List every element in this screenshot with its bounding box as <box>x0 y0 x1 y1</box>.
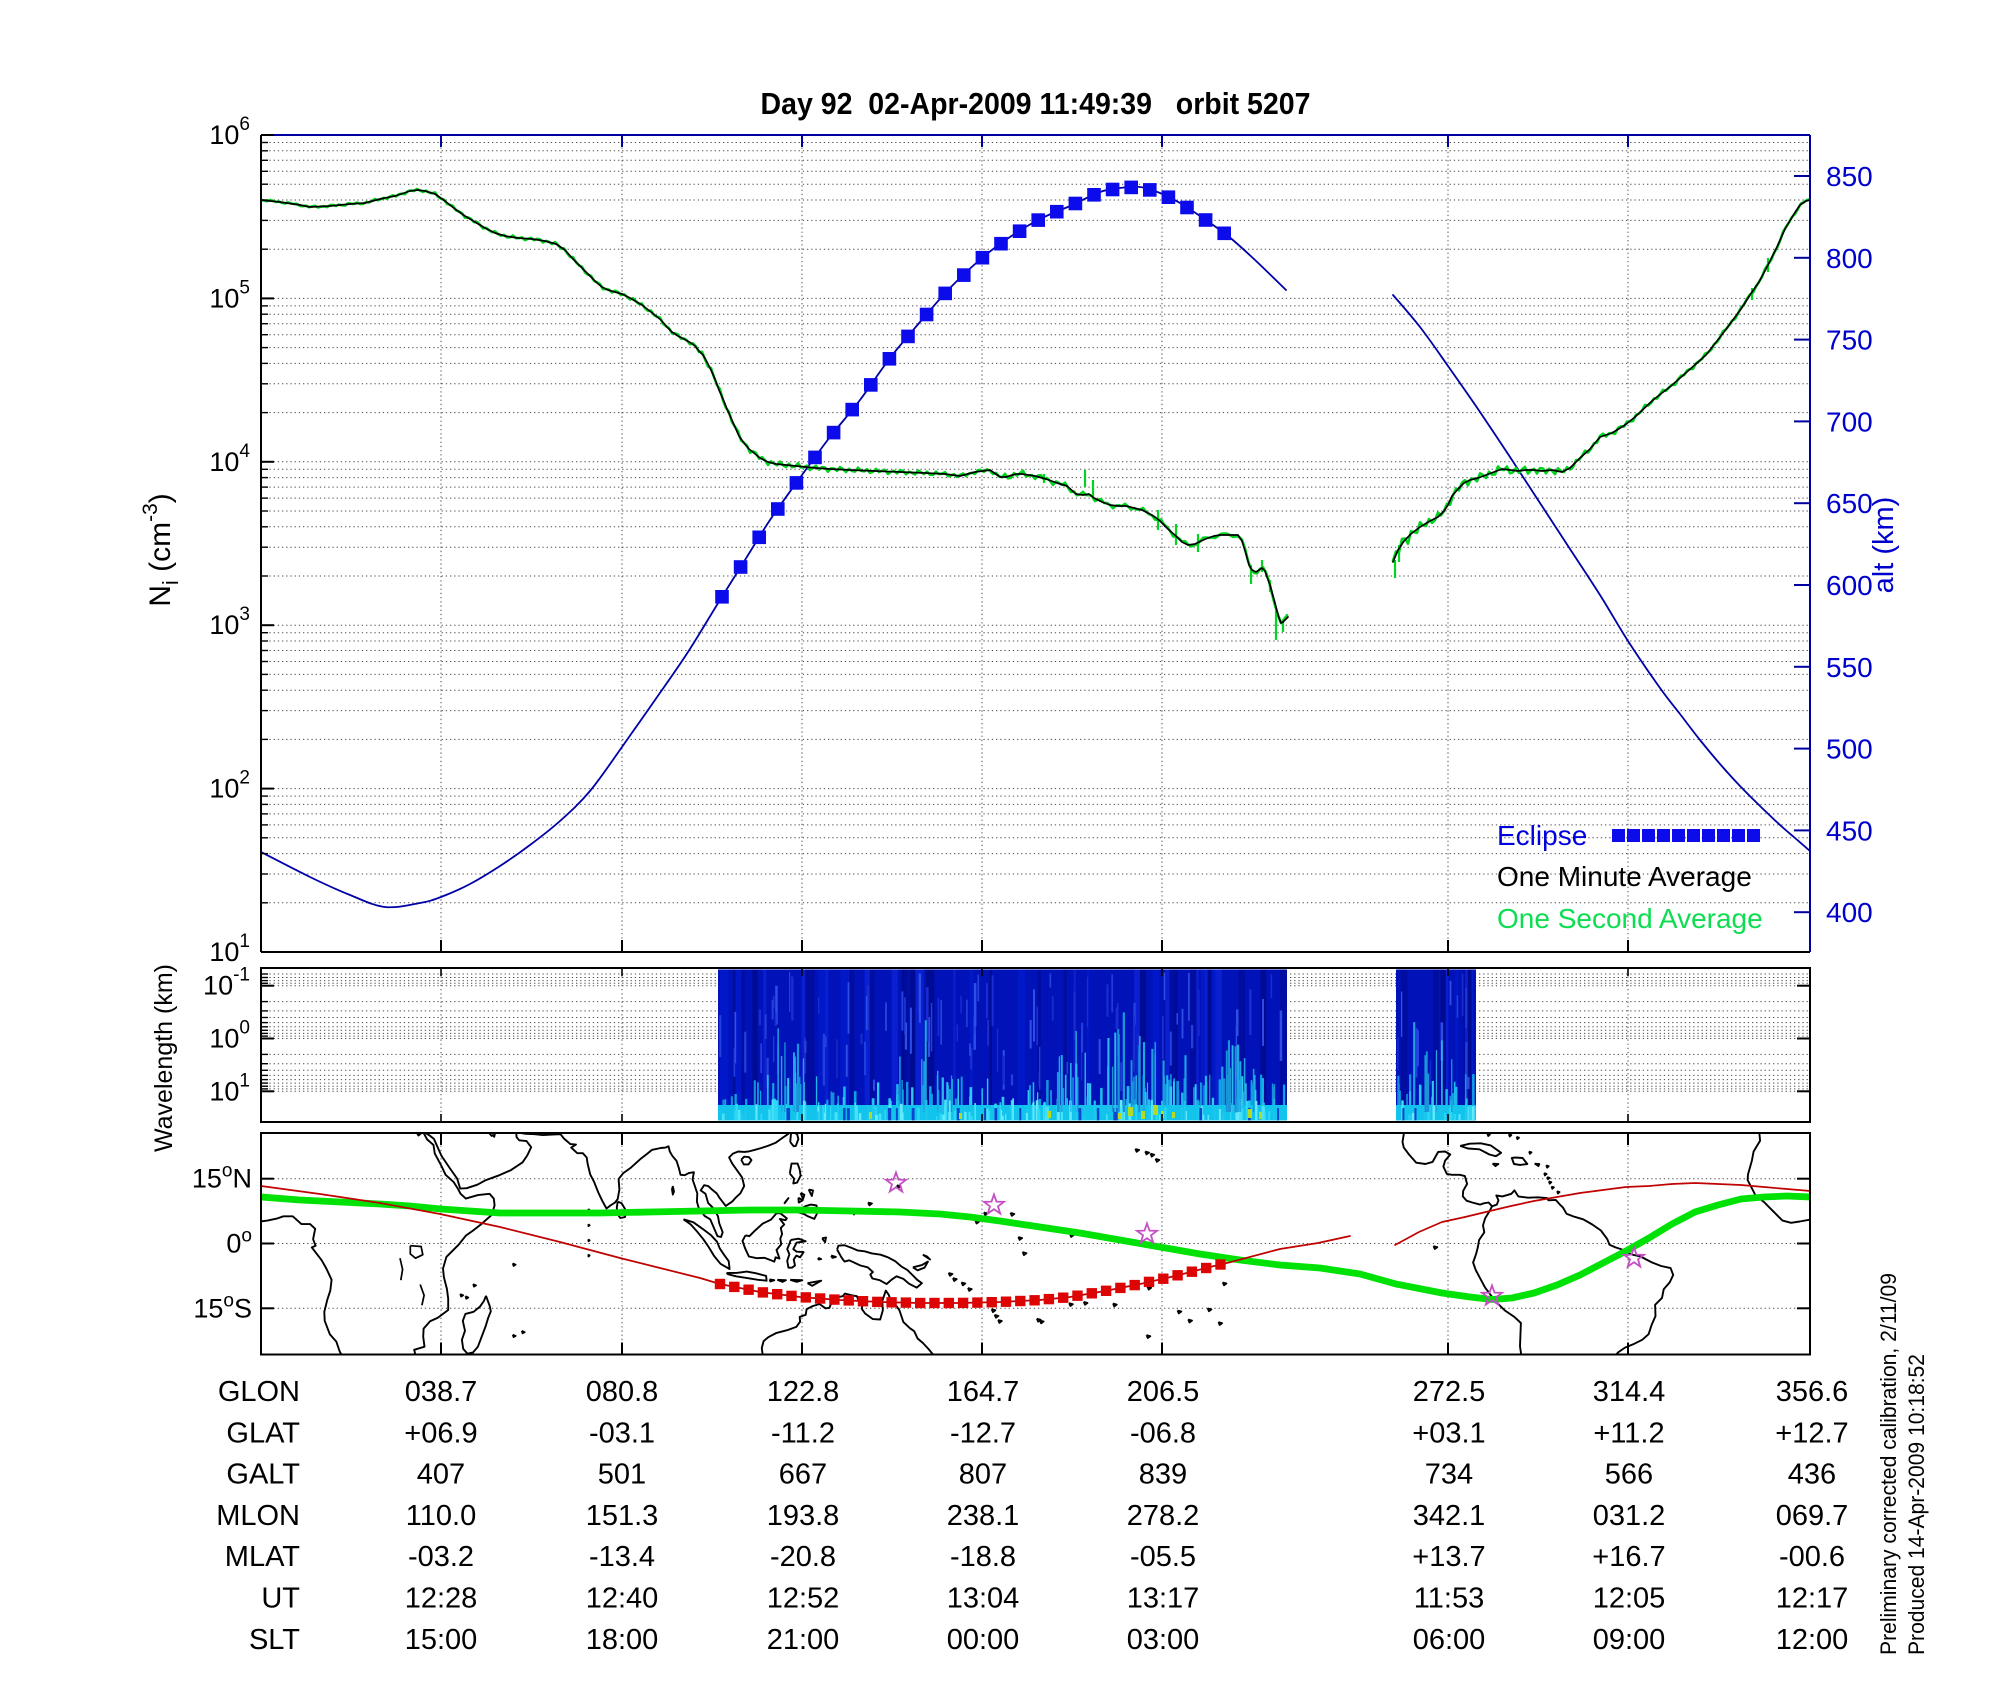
svg-text:MLAT: MLAT <box>225 1541 300 1573</box>
svg-text:151.3: 151.3 <box>586 1500 659 1532</box>
svg-text:069.7: 069.7 <box>1776 1500 1849 1532</box>
svg-text:alt (km): alt (km) <box>1868 497 1900 594</box>
svg-text:MLON: MLON <box>216 1500 300 1532</box>
svg-text:839: 839 <box>1139 1459 1187 1491</box>
svg-text:650: 650 <box>1826 488 1873 519</box>
svg-text:-00.6: -00.6 <box>1779 1541 1845 1573</box>
svg-text:164.7: 164.7 <box>947 1376 1020 1408</box>
svg-text:206.5: 206.5 <box>1127 1376 1200 1408</box>
svg-text:03:00: 03:00 <box>1127 1624 1200 1656</box>
svg-text:SLT: SLT <box>249 1624 300 1656</box>
svg-text:+03.1: +03.1 <box>1412 1417 1485 1449</box>
svg-text:500: 500 <box>1826 734 1873 765</box>
svg-text:-12.7: -12.7 <box>950 1417 1016 1449</box>
svg-text:One Minute Average: One Minute Average <box>1497 861 1752 892</box>
svg-text:-03.2: -03.2 <box>408 1541 474 1573</box>
svg-text:734: 734 <box>1425 1459 1473 1491</box>
svg-text:850: 850 <box>1826 161 1873 192</box>
svg-text:11:53: 11:53 <box>1414 1583 1484 1615</box>
svg-text:038.7: 038.7 <box>405 1376 478 1408</box>
svg-text:One Second Average: One Second Average <box>1497 903 1763 934</box>
svg-text:12:40: 12:40 <box>586 1583 659 1615</box>
svg-text:GLAT: GLAT <box>226 1417 300 1449</box>
svg-text:-13.4: -13.4 <box>589 1541 655 1573</box>
svg-text:122.8: 122.8 <box>767 1376 840 1408</box>
svg-text:13:17: 13:17 <box>1127 1583 1200 1615</box>
svg-text:-03.1: -03.1 <box>589 1417 655 1449</box>
svg-text:342.1: 342.1 <box>1413 1500 1486 1532</box>
svg-text:436: 436 <box>1788 1459 1836 1491</box>
svg-text:-06.8: -06.8 <box>1130 1417 1196 1449</box>
svg-text:+13.7: +13.7 <box>1412 1541 1485 1573</box>
svg-text:12:05: 12:05 <box>1593 1583 1666 1615</box>
svg-text:Produced 14-Apr-2009 10:18:52: Produced 14-Apr-2009 10:18:52 <box>1904 1354 1929 1655</box>
svg-text:12:28: 12:28 <box>405 1583 478 1615</box>
svg-text:09:00: 09:00 <box>1593 1624 1666 1656</box>
svg-text:12:52: 12:52 <box>767 1583 840 1615</box>
svg-text:+16.7: +16.7 <box>1592 1541 1665 1573</box>
svg-text:Day 92 02-Apr-2009 11:49:39: Day 92 02-Apr-2009 11:49:39 orbit 5207 <box>761 86 1311 121</box>
svg-text:12:17: 12:17 <box>1776 1583 1849 1615</box>
svg-text:+06.9: +06.9 <box>404 1417 477 1449</box>
svg-text:-20.8: -20.8 <box>770 1541 836 1573</box>
svg-text:GALT: GALT <box>226 1459 300 1491</box>
svg-text:UT: UT <box>261 1583 300 1615</box>
svg-text:400: 400 <box>1826 897 1873 928</box>
svg-text:800: 800 <box>1826 243 1873 274</box>
svg-text:21:00: 21:00 <box>767 1624 840 1656</box>
svg-text:566: 566 <box>1605 1459 1653 1491</box>
svg-text:272.5: 272.5 <box>1413 1376 1486 1408</box>
svg-text:238.1: 238.1 <box>947 1500 1020 1532</box>
svg-text:00:00: 00:00 <box>947 1624 1020 1656</box>
svg-text:12:00: 12:00 <box>1776 1624 1849 1656</box>
svg-text:278.2: 278.2 <box>1127 1500 1200 1532</box>
svg-text:06:00: 06:00 <box>1413 1624 1486 1656</box>
svg-text:Wavelength (km): Wavelength (km) <box>150 964 178 1152</box>
svg-text:550: 550 <box>1826 652 1873 683</box>
svg-text:314.4: 314.4 <box>1593 1376 1666 1408</box>
svg-text:13:04: 13:04 <box>947 1583 1020 1615</box>
svg-text:407: 407 <box>417 1459 465 1491</box>
svg-text:18:00: 18:00 <box>586 1624 659 1656</box>
svg-text:600: 600 <box>1826 570 1873 601</box>
svg-text:15:00: 15:00 <box>405 1624 478 1656</box>
svg-text:Eclipse: Eclipse <box>1497 820 1587 851</box>
svg-text:+12.7: +12.7 <box>1775 1417 1848 1449</box>
svg-text:750: 750 <box>1826 325 1873 356</box>
svg-text:-05.5: -05.5 <box>1130 1541 1196 1573</box>
svg-text:700: 700 <box>1826 406 1873 437</box>
svg-text:031.2: 031.2 <box>1593 1500 1666 1532</box>
svg-text:Preliminary corrected calibrat: Preliminary corrected calibration, 2/11/… <box>1876 1273 1901 1655</box>
svg-text:15oS: 15oS <box>193 1290 252 1323</box>
svg-text:110.0: 110.0 <box>406 1500 476 1532</box>
svg-text:+11.2: +11.2 <box>1593 1417 1664 1449</box>
svg-text:GLON: GLON <box>218 1376 300 1408</box>
svg-text:356.6: 356.6 <box>1776 1376 1849 1408</box>
svg-text:501: 501 <box>598 1459 646 1491</box>
svg-text:-11.2: -11.2 <box>771 1417 835 1449</box>
svg-text:-18.8: -18.8 <box>950 1541 1016 1573</box>
svg-text:080.8: 080.8 <box>586 1376 659 1408</box>
svg-text:450: 450 <box>1826 815 1873 846</box>
svg-text:667: 667 <box>779 1459 827 1491</box>
svg-text:807: 807 <box>959 1459 1007 1491</box>
svg-text:193.8: 193.8 <box>767 1500 840 1532</box>
